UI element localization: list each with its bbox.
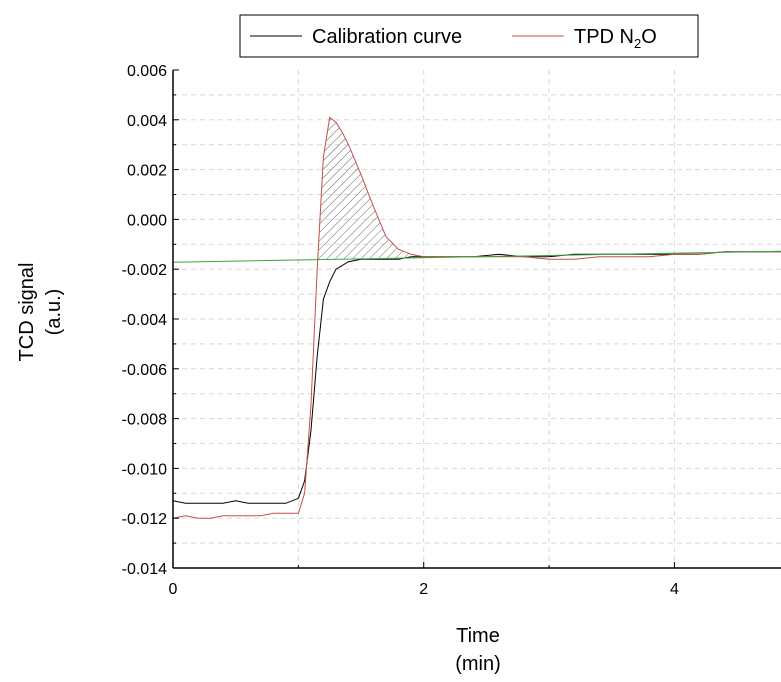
- axes: -0.014 -0.012 -0.010 -0.008 -0.006 -0.004 -0.0…: [122, 63, 781, 598]
- y-tick-label: 0.000: [127, 212, 167, 229]
- y-tick-label: 0.004: [127, 113, 167, 130]
- series-calibration-curve: [173, 251, 781, 504]
- y-tick-label: 0.006: [127, 63, 167, 80]
- x-axis-title: Time: [456, 625, 500, 647]
- y-tick-label: -0.002: [122, 262, 167, 279]
- grid: [173, 70, 781, 568]
- y-tick-label: -0.006: [122, 362, 167, 379]
- legend-label-tpd: TPD N2O: [574, 26, 657, 51]
- x-axis-unit: (min): [455, 653, 501, 675]
- y-tick-label: 0.002: [127, 163, 167, 180]
- y-axis-unit: (a.u.): [43, 289, 65, 336]
- hatched-peak-area: [317, 117, 424, 270]
- x-tick-label: 2: [419, 581, 428, 598]
- legend-label-tpd-prefix: TPD N: [574, 26, 634, 48]
- x-tick-label: 4: [670, 581, 679, 598]
- legend-label-tpd-suffix: O: [641, 26, 657, 48]
- legend-label-calibration: Calibration curve: [312, 26, 462, 48]
- shaded-area-layer: [317, 117, 424, 270]
- y-tick-label: -0.014: [122, 561, 167, 578]
- y-axis-title: TCD signal: [16, 263, 38, 362]
- y-tick-label: -0.004: [122, 312, 167, 329]
- legend-label-tpd-subscript: 2: [634, 36, 641, 51]
- x-tick-label: 0: [169, 581, 178, 598]
- series-layer: [173, 116, 781, 519]
- series-tpd-n2o: [173, 116, 781, 519]
- series-baseline: [173, 250, 781, 263]
- legend-box: [239, 14, 699, 58]
- y-tick-label: -0.008: [122, 412, 167, 429]
- y-tick-label: -0.012: [122, 511, 167, 528]
- legend: Calibration curve TPD N2O: [239, 14, 699, 58]
- y-tick-label: -0.010: [122, 461, 167, 478]
